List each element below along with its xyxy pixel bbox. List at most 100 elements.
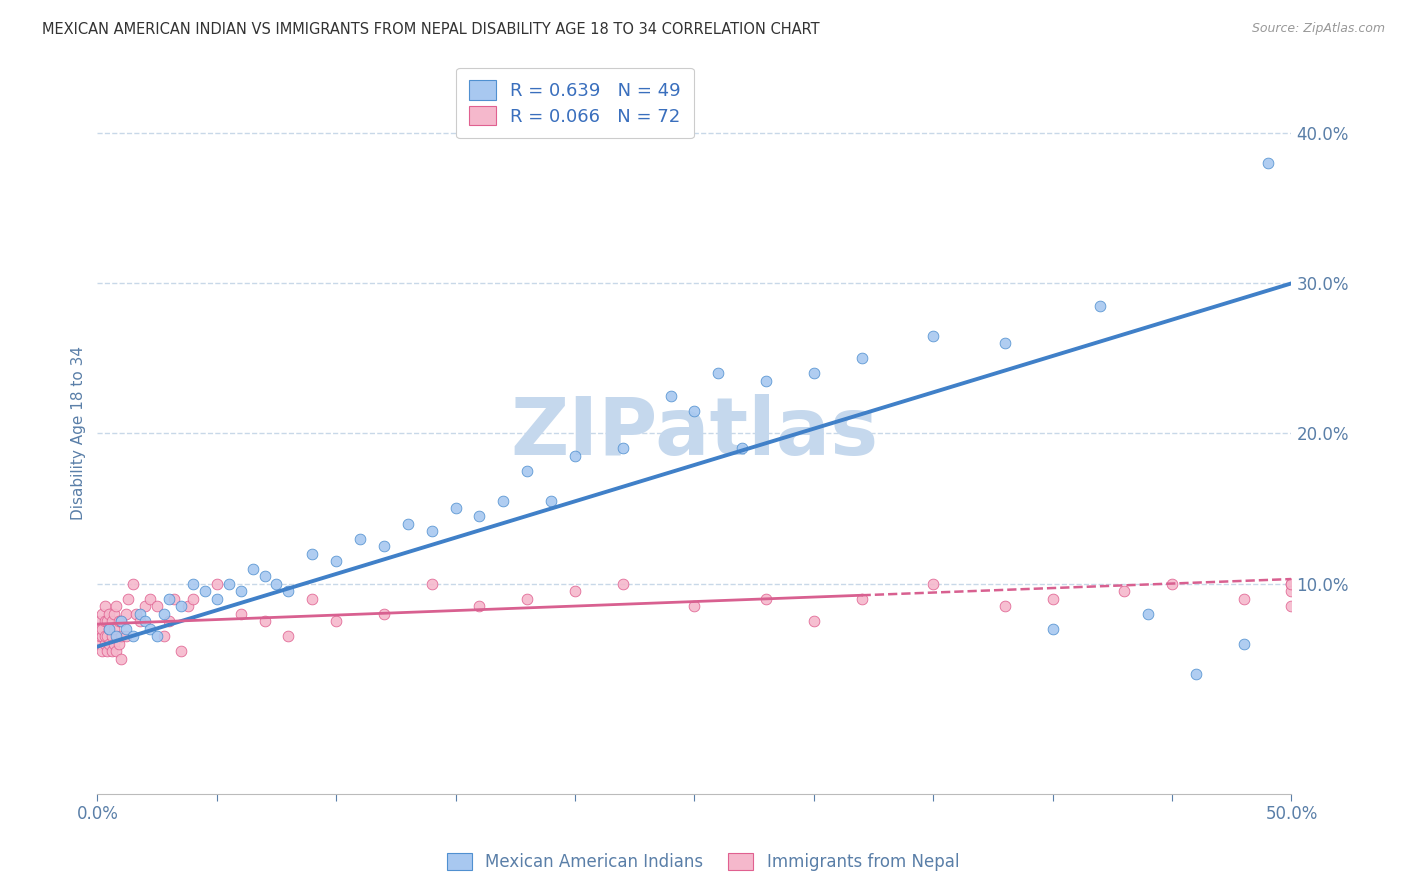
Point bbox=[89, 622, 111, 636]
Point bbox=[205, 591, 228, 606]
Point bbox=[253, 614, 276, 628]
Point bbox=[98, 622, 121, 636]
Point bbox=[564, 449, 586, 463]
Point bbox=[1257, 156, 1279, 170]
Point bbox=[103, 622, 125, 636]
Point bbox=[516, 464, 538, 478]
Point bbox=[349, 532, 371, 546]
Point bbox=[122, 629, 145, 643]
Point bbox=[468, 599, 491, 613]
Point bbox=[93, 629, 115, 643]
Point bbox=[153, 629, 176, 643]
Point bbox=[129, 614, 152, 628]
Point bbox=[1281, 599, 1303, 613]
Point bbox=[91, 607, 114, 621]
Point bbox=[707, 367, 730, 381]
Point bbox=[110, 629, 132, 643]
Point bbox=[994, 599, 1017, 613]
Point bbox=[218, 576, 240, 591]
Point bbox=[134, 599, 156, 613]
Point bbox=[157, 614, 180, 628]
Point bbox=[89, 629, 111, 643]
Legend: Mexican American Indians, Immigrants from Nepal: Mexican American Indians, Immigrants fro… bbox=[439, 845, 967, 880]
Point bbox=[468, 508, 491, 523]
Point bbox=[444, 501, 467, 516]
Point bbox=[229, 584, 252, 599]
Point bbox=[205, 576, 228, 591]
Point bbox=[1233, 637, 1256, 651]
Point bbox=[105, 599, 128, 613]
Point bbox=[731, 442, 754, 456]
Point bbox=[325, 554, 347, 568]
Point bbox=[755, 591, 778, 606]
Point bbox=[373, 539, 395, 553]
Point bbox=[683, 599, 706, 613]
Point bbox=[93, 637, 115, 651]
Point bbox=[117, 591, 139, 606]
Point bbox=[1281, 576, 1303, 591]
Point bbox=[115, 629, 138, 643]
Point bbox=[373, 607, 395, 621]
Point bbox=[170, 599, 193, 613]
Point bbox=[253, 569, 276, 583]
Point bbox=[612, 442, 634, 456]
Point bbox=[96, 614, 118, 628]
Point bbox=[146, 599, 169, 613]
Point bbox=[108, 637, 131, 651]
Point bbox=[139, 622, 162, 636]
Text: ZIPatlas: ZIPatlas bbox=[510, 394, 879, 473]
Point bbox=[105, 644, 128, 658]
Point bbox=[177, 599, 200, 613]
Point bbox=[89, 614, 111, 628]
Point bbox=[115, 622, 138, 636]
Point bbox=[96, 644, 118, 658]
Point bbox=[922, 576, 945, 591]
Point bbox=[396, 516, 419, 531]
Point bbox=[420, 524, 443, 538]
Point bbox=[98, 622, 121, 636]
Point bbox=[1185, 666, 1208, 681]
Y-axis label: Disability Age 18 to 34: Disability Age 18 to 34 bbox=[72, 346, 86, 520]
Point bbox=[266, 576, 288, 591]
Point bbox=[100, 644, 122, 658]
Point bbox=[803, 367, 825, 381]
Point bbox=[124, 607, 146, 621]
Point bbox=[157, 591, 180, 606]
Point bbox=[1137, 607, 1160, 621]
Point bbox=[170, 644, 193, 658]
Point bbox=[755, 374, 778, 388]
Point bbox=[110, 614, 132, 628]
Point bbox=[1161, 576, 1184, 591]
Point bbox=[108, 614, 131, 628]
Point bbox=[146, 629, 169, 643]
Point bbox=[612, 576, 634, 591]
Point bbox=[1114, 584, 1136, 599]
Point bbox=[1042, 591, 1064, 606]
Point bbox=[994, 336, 1017, 351]
Point bbox=[96, 629, 118, 643]
Point bbox=[103, 637, 125, 651]
Point bbox=[420, 576, 443, 591]
Point bbox=[89, 637, 111, 651]
Text: Source: ZipAtlas.com: Source: ZipAtlas.com bbox=[1251, 22, 1385, 36]
Point bbox=[516, 591, 538, 606]
Point bbox=[564, 584, 586, 599]
Point bbox=[803, 614, 825, 628]
Point bbox=[851, 351, 873, 366]
Point bbox=[100, 614, 122, 628]
Point bbox=[163, 591, 186, 606]
Point bbox=[242, 561, 264, 575]
Point bbox=[134, 614, 156, 628]
Point bbox=[91, 644, 114, 658]
Point bbox=[325, 614, 347, 628]
Point bbox=[98, 607, 121, 621]
Point bbox=[103, 607, 125, 621]
Point bbox=[301, 591, 323, 606]
Point bbox=[277, 584, 299, 599]
Point bbox=[93, 599, 115, 613]
Point bbox=[1281, 584, 1303, 599]
Point bbox=[181, 576, 204, 591]
Point bbox=[105, 629, 128, 643]
Point bbox=[922, 329, 945, 343]
Point bbox=[91, 629, 114, 643]
